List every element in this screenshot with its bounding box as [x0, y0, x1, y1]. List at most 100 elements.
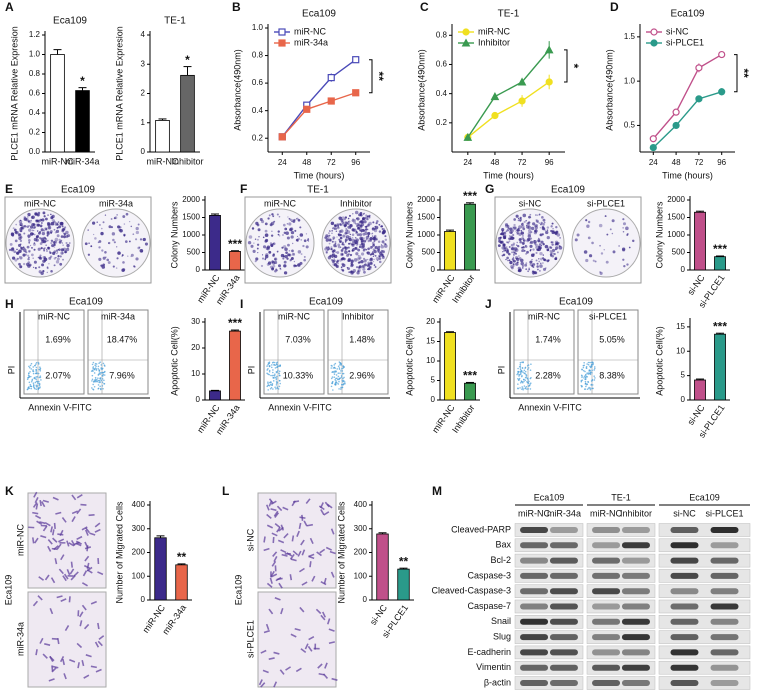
colony	[142, 237, 146, 242]
cell	[270, 508, 277, 512]
band	[670, 572, 699, 579]
colony	[100, 227, 103, 230]
x-tick-label: 96	[351, 158, 360, 167]
colony	[622, 222, 627, 226]
event	[585, 373, 587, 376]
colony	[88, 242, 90, 245]
colony	[51, 219, 55, 223]
event	[29, 383, 32, 386]
colony	[374, 228, 376, 230]
colony	[346, 222, 350, 225]
event	[342, 367, 344, 370]
colony	[279, 267, 282, 270]
event	[92, 366, 95, 368]
colony	[335, 260, 339, 264]
colony	[549, 246, 553, 249]
cell	[308, 553, 315, 558]
colony	[326, 248, 329, 251]
cell	[326, 618, 331, 625]
event	[521, 374, 523, 377]
colony	[377, 247, 380, 251]
colony	[539, 251, 543, 256]
colony	[47, 246, 50, 249]
colony	[271, 230, 273, 233]
colony	[535, 251, 538, 255]
legend-label: miR-34a	[294, 37, 328, 47]
band	[670, 557, 699, 564]
colony	[336, 223, 340, 226]
colony	[605, 260, 609, 264]
colony	[19, 243, 22, 245]
y-tick-label: 400	[354, 500, 368, 509]
y-tick-label: 0.5	[624, 121, 636, 130]
y-tick-label: 200	[354, 548, 368, 557]
colony	[531, 253, 535, 257]
colony	[574, 238, 578, 242]
migration-image	[257, 591, 337, 688]
event	[582, 364, 585, 367]
event	[99, 388, 102, 391]
colony	[368, 216, 371, 219]
colony	[329, 230, 331, 233]
colony	[46, 240, 48, 242]
blot-strip	[586, 569, 656, 583]
event	[334, 378, 336, 381]
colony	[365, 235, 369, 239]
lane-label: Inhibitor	[620, 508, 652, 518]
band	[520, 618, 549, 625]
colony	[123, 233, 126, 237]
colony	[348, 220, 351, 223]
colony	[19, 224, 22, 226]
event	[582, 369, 585, 372]
band	[710, 572, 739, 579]
event	[585, 375, 588, 378]
cell	[292, 550, 299, 556]
colony	[256, 247, 259, 250]
event	[93, 380, 95, 383]
event	[38, 382, 41, 385]
event	[530, 363, 532, 366]
colony	[355, 231, 358, 234]
colony-plate	[81, 208, 151, 278]
marker	[718, 88, 726, 96]
event	[336, 368, 339, 370]
colony	[130, 255, 132, 258]
colony	[332, 236, 336, 240]
cell	[83, 564, 91, 569]
cell	[76, 508, 82, 515]
colony	[361, 228, 365, 232]
colony	[46, 222, 51, 226]
band	[520, 664, 549, 671]
band	[592, 680, 621, 686]
cell	[263, 629, 270, 634]
cell	[317, 663, 323, 669]
colony	[344, 247, 346, 249]
colony	[510, 243, 514, 247]
colony	[378, 255, 381, 258]
event	[528, 380, 530, 383]
event	[35, 376, 37, 378]
colony	[513, 226, 517, 230]
cell	[300, 648, 307, 654]
cell	[308, 635, 315, 641]
x-tick-label: 96	[545, 158, 554, 167]
colony	[501, 228, 505, 232]
colony	[535, 259, 538, 262]
cell	[60, 598, 67, 603]
colony	[277, 264, 281, 268]
band	[549, 572, 578, 579]
event	[593, 369, 595, 371]
colony	[58, 238, 61, 242]
colony	[540, 262, 542, 265]
event	[342, 365, 345, 368]
y-tick-label: 0.0	[29, 147, 41, 156]
colony	[497, 236, 502, 241]
colony	[515, 262, 519, 266]
colony	[257, 238, 259, 241]
colony	[285, 231, 289, 236]
protein-label: E-cadherin	[467, 647, 511, 657]
x-tick-label: 24	[463, 158, 472, 167]
colony	[518, 238, 522, 242]
colony	[96, 221, 98, 223]
colony	[56, 234, 60, 238]
